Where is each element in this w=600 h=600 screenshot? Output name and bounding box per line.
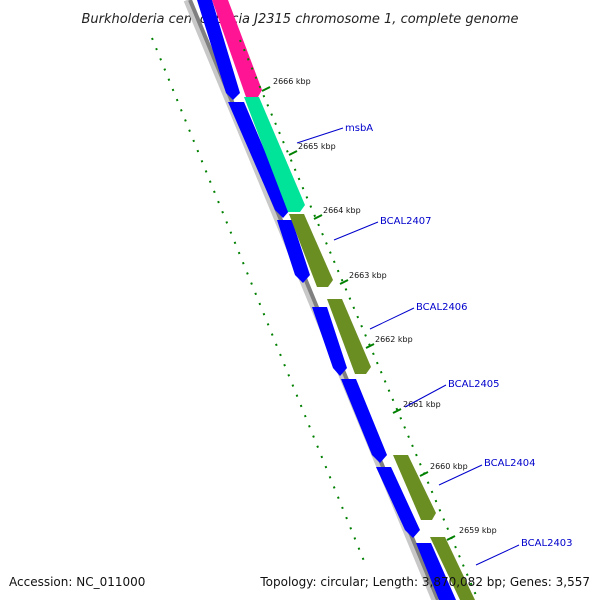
reverse-gene-3[interactable] xyxy=(277,220,310,283)
gene-label-bcal2403[interactable]: BCAL2403 xyxy=(521,538,573,549)
tick-mark xyxy=(339,279,349,285)
tick-marks xyxy=(261,86,456,541)
inner-guide-line xyxy=(151,37,367,567)
forward-gene-pink[interactable] xyxy=(212,0,262,97)
tick-label: 2666 kbp xyxy=(273,77,311,86)
tick-mark xyxy=(288,150,298,156)
tick-label: 2663 kbp xyxy=(349,271,387,280)
reverse-strand-track xyxy=(197,0,456,600)
leader-line xyxy=(296,127,344,144)
gene-label-bcal2406[interactable]: BCAL2406 xyxy=(416,302,468,313)
tick-label: 2662 kbp xyxy=(375,335,413,344)
forward-gene-bcal2407[interactable] xyxy=(289,214,333,287)
reverse-gene-7[interactable] xyxy=(416,543,456,600)
tick-mark xyxy=(392,408,402,414)
leader-line xyxy=(438,464,483,486)
reverse-gene-5[interactable] xyxy=(341,379,387,463)
tick-mark xyxy=(365,343,375,349)
gene-labels: msbA BCAL2407 BCAL2406 BCAL2405 BCAL2404… xyxy=(345,123,573,549)
tick-label: 2660 kbp xyxy=(430,462,468,471)
forward-gene-bcal2404[interactable] xyxy=(393,455,436,520)
forward-gene-bcal2406[interactable] xyxy=(327,299,371,374)
label-leaders xyxy=(296,127,520,566)
leader-line xyxy=(475,544,520,566)
tick-mark xyxy=(419,471,429,477)
forward-strand-track xyxy=(212,0,475,600)
forward-gene-bcal2403[interactable] xyxy=(430,537,475,600)
tick-labels: 2666 kbp 2665 kbp 2664 kbp 2663 kbp 2662… xyxy=(273,77,497,535)
leader-line xyxy=(369,307,415,330)
map-title: Burkholderia cenocepacia J2315 chromosom… xyxy=(81,12,518,27)
gene-label-bcal2404[interactable]: BCAL2404 xyxy=(484,458,536,469)
gene-label-msba[interactable]: msbA xyxy=(345,123,373,134)
tick-label: 2664 kbp xyxy=(323,206,361,215)
reverse-gene-6[interactable] xyxy=(376,467,420,538)
tick-label: 2665 kbp xyxy=(298,142,336,151)
forward-gene-msba[interactable] xyxy=(244,97,305,212)
gene-label-bcal2407[interactable]: BCAL2407 xyxy=(380,216,432,227)
outer-scale-line xyxy=(239,39,479,600)
tick-mark xyxy=(313,214,323,220)
reverse-gene-2[interactable] xyxy=(228,102,290,218)
tick-label: 2659 kbp xyxy=(459,526,497,535)
tick-mark xyxy=(446,535,456,541)
tick-mark xyxy=(261,86,271,92)
reverse-gene-1[interactable] xyxy=(197,0,240,100)
topology-summary: Topology: circular; Length: 3,870,082 bp… xyxy=(259,575,590,589)
gene-label-bcal2405[interactable]: BCAL2405 xyxy=(448,379,500,390)
reverse-gene-4[interactable] xyxy=(312,307,347,376)
accession-text: Accession: NC_011000 xyxy=(9,575,145,589)
leader-line xyxy=(404,384,447,408)
tick-label: 2661 kbp xyxy=(403,400,441,409)
leader-line xyxy=(333,221,379,241)
